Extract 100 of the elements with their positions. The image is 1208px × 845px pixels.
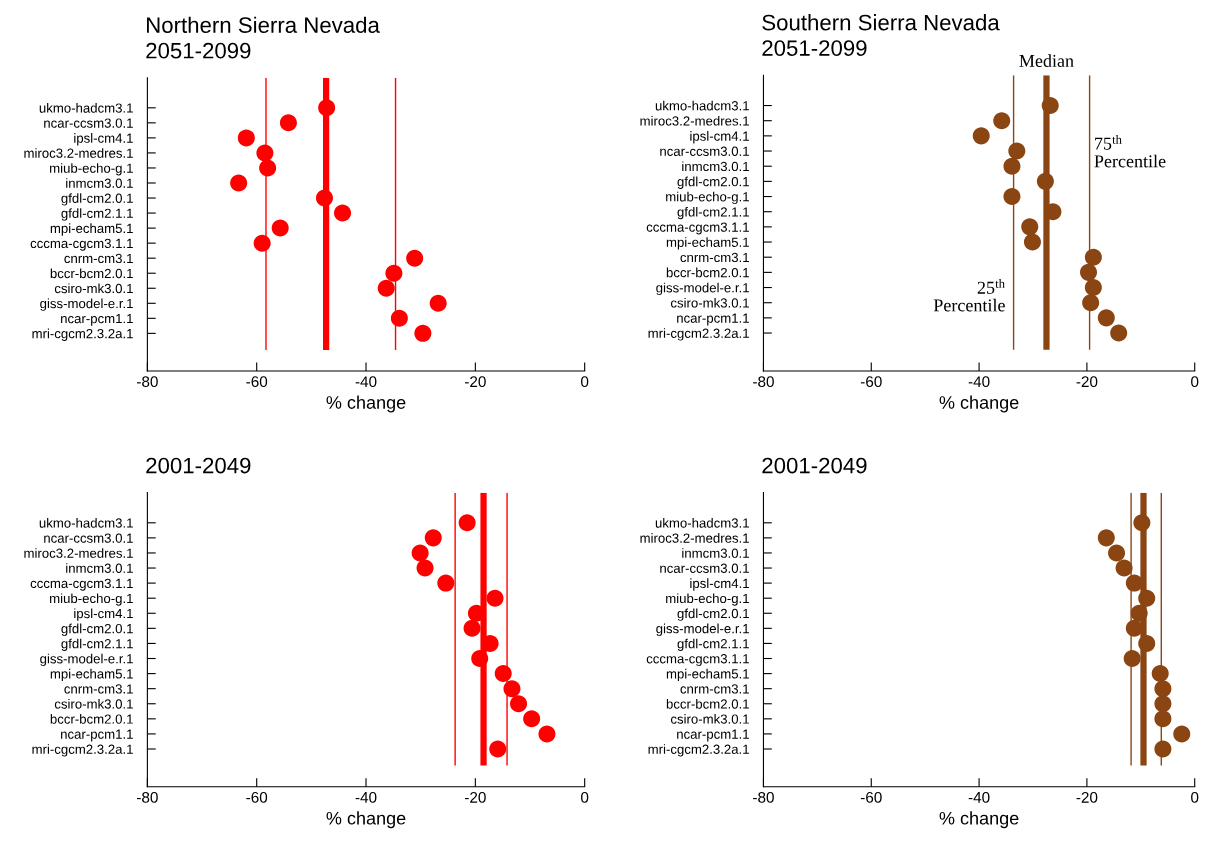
y-tick-label: ukmo-hadcm3.1 — [39, 103, 133, 113]
y-tick-label: ncar-ccsm3.0.1 — [660, 563, 749, 573]
point — [538, 725, 556, 743]
x-tick-label: 0 — [1191, 376, 1199, 388]
y-tick-label: ukmo-hadcm3.1 — [39, 518, 133, 528]
point — [486, 589, 504, 607]
y-tick-label: gfdl-cm2.0.1 — [677, 608, 749, 621]
point — [237, 129, 255, 147]
y-tick-label: miub-echo-g.1 — [666, 191, 749, 205]
point — [993, 112, 1011, 130]
point — [437, 574, 455, 592]
x-axis-title: % change — [939, 395, 1019, 413]
x-tick-label: -60 — [860, 791, 882, 803]
point — [1151, 665, 1169, 683]
point — [1154, 695, 1172, 713]
y-tick-label: gfdl-cm2.1.1 — [677, 206, 749, 220]
y-tick-label: miub-echo-g.1 — [50, 593, 133, 606]
point — [406, 249, 424, 267]
point — [1115, 559, 1133, 577]
point — [1036, 172, 1054, 190]
point — [1003, 188, 1021, 206]
x-tick-label: -20 — [464, 791, 486, 803]
point — [1023, 233, 1041, 251]
y-tick-label: mpi-echam5.1 — [666, 668, 749, 682]
point — [1041, 97, 1059, 115]
y-tick-label: cnrm-cm3.1 — [64, 253, 133, 264]
y-tick-label: ncar-pcm1.1 — [61, 314, 133, 326]
y-tick-label: bccr-bcm2.0.1 — [50, 714, 133, 724]
y-tick-label: ncar-pcm1.1 — [61, 729, 133, 742]
point — [279, 114, 297, 132]
y-tick-label: ukmo-hadcm3.1 — [655, 100, 749, 111]
y-tick-label: cccma-cgcm3.1.1 — [30, 578, 133, 591]
x-tick-label: -40 — [968, 791, 990, 803]
x-tick-label: -20 — [464, 376, 486, 388]
y-tick-label: ncar-ccsm3.0.1 — [660, 146, 749, 156]
point — [377, 279, 395, 297]
point — [1084, 279, 1102, 297]
point — [1154, 710, 1172, 728]
x-tick-label: -80 — [137, 791, 158, 803]
y-tick-label: gfdl-cm2.0.1 — [677, 176, 749, 189]
y-tick-label: gfdl-cm2.0.1 — [61, 193, 133, 206]
y-tick-label: ipsl-cm4.1 — [74, 608, 133, 621]
x-tick-label: -60 — [246, 791, 268, 803]
y-tick-label: ipsl-cm4.1 — [690, 578, 749, 591]
x-tick-label: -20 — [1076, 791, 1098, 803]
point — [1125, 574, 1143, 592]
y-tick-label: mpi-echam5.1 — [50, 668, 133, 682]
chart-title: Northern Sierra Nevada 2051-2099 — [146, 16, 380, 59]
y-tick-label: cccma-cgcm3.1.1 — [30, 238, 133, 251]
y-tick-label: mri-cgcm2.3.2a.1 — [648, 328, 749, 341]
y-tick-label: mri-cgcm2.3.2a.1 — [648, 744, 749, 757]
y-tick-label: csiro-mk3.0.1 — [670, 714, 749, 724]
point — [411, 544, 429, 562]
point — [1003, 157, 1021, 175]
chart-title: 2001-2049 — [146, 457, 251, 474]
chart-title: 2001-2049 — [762, 457, 867, 474]
point — [230, 174, 248, 192]
y-tick-label: gfdl-cm2.1.1 — [61, 638, 133, 651]
y-tick-label: giss-model-e.r.1 — [656, 623, 749, 636]
x-tick-label: -80 — [753, 791, 774, 803]
point — [424, 529, 442, 547]
point — [972, 127, 990, 145]
point — [494, 665, 512, 683]
point — [315, 189, 333, 207]
point — [523, 710, 541, 728]
y-tick-label: mri-cgcm2.3.2a.1 — [32, 328, 133, 341]
y-tick-label: miroc3.2-medres.1 — [640, 115, 749, 126]
point — [1138, 634, 1156, 652]
y-tick-label: csiro-mk3.0.1 — [670, 297, 749, 308]
point — [1097, 529, 1115, 547]
y-tick-label: inmcm3.0.1 — [682, 161, 749, 172]
y-tick-label: giss-model-e.r.1 — [656, 282, 749, 296]
point — [271, 219, 289, 237]
point — [1110, 324, 1128, 342]
y-tick-label: gfdl-cm2.1.1 — [61, 208, 133, 221]
point — [1082, 294, 1100, 312]
point — [1133, 514, 1151, 532]
y-tick-label: mri-cgcm2.3.2a.1 — [32, 744, 133, 757]
x-axis-title: % change — [326, 811, 406, 829]
y-tick-label: csiro-mk3.0.1 — [54, 283, 133, 294]
y-tick-label: cnrm-cm3.1 — [64, 684, 133, 694]
point — [1154, 680, 1172, 698]
y-tick-label: miroc3.2-medres.1 — [640, 533, 749, 543]
point — [1130, 604, 1148, 622]
point — [429, 294, 447, 312]
point — [253, 234, 271, 252]
y-tick-label: cnrm-cm3.1 — [680, 252, 749, 263]
chart-title: Southern Sierra Nevada 2051-2099 — [762, 14, 1000, 56]
point — [1080, 263, 1098, 281]
y-tick-label: ncar-pcm1.1 — [677, 729, 749, 742]
point — [1084, 248, 1102, 266]
y-tick-label: ipsl-cm4.1 — [74, 133, 133, 146]
y-tick-label: cnrm-cm3.1 — [680, 684, 749, 694]
point — [414, 324, 432, 342]
ref-line-label: 25$^{th}$ Percentile — [933, 279, 1005, 312]
point — [1173, 725, 1191, 743]
ref-line-label: 75$^{th}$ Percentile — [1094, 134, 1166, 168]
point — [510, 695, 528, 713]
x-axis-title: % change — [326, 395, 406, 413]
y-tick-label: miub-echo-g.1 — [666, 593, 749, 606]
